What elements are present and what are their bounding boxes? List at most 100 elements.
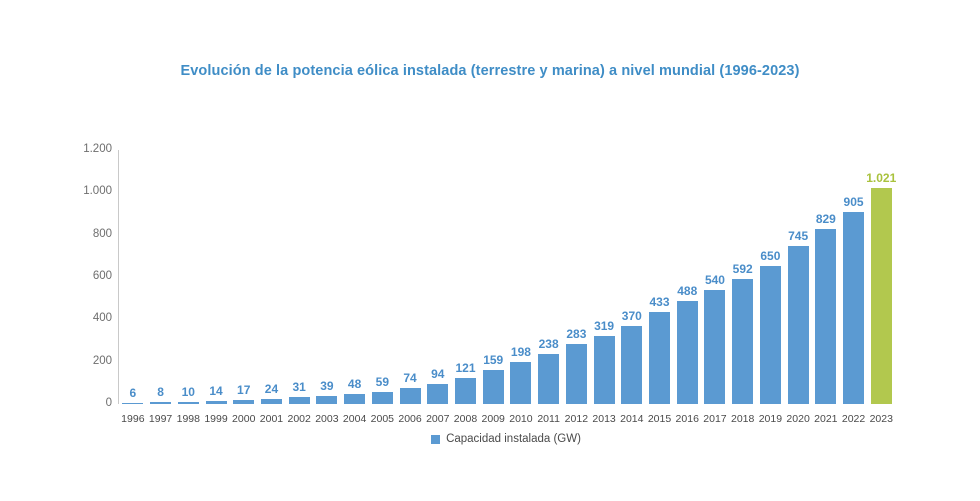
bar-value-label: 6 xyxy=(129,385,137,400)
bar-slot: 14 1999 xyxy=(202,150,230,425)
bar-slot: 319 2013 xyxy=(590,150,618,425)
bar-slot: 540 2017 xyxy=(701,150,729,425)
bar xyxy=(815,228,837,404)
bar xyxy=(621,325,643,404)
bar-value-label: 238 xyxy=(538,336,559,351)
bar-slot: 592 2018 xyxy=(729,150,757,425)
x-tick-label: 2018 xyxy=(730,413,755,425)
bar-value-label: 198 xyxy=(510,345,531,360)
bar-slot: 238 2011 xyxy=(535,150,563,425)
x-tick-label: 2014 xyxy=(620,413,644,425)
x-tick-label: 2016 xyxy=(675,413,699,425)
bar-slot: 433 2015 xyxy=(646,150,674,425)
bar-slot: 8 1997 xyxy=(147,150,175,425)
chart-title: Evolución de la potencia eólica instalad… xyxy=(180,63,800,79)
bar xyxy=(676,300,698,404)
y-tick-label: 600 xyxy=(92,270,112,282)
bar-slot: 59 2005 xyxy=(368,150,396,425)
bar-value-label: 159 xyxy=(483,353,504,368)
bar xyxy=(538,353,560,404)
bar-value-label: 59 xyxy=(375,374,390,389)
bar-slot: 10 1998 xyxy=(174,150,202,425)
x-tick-label: 1998 xyxy=(176,413,200,425)
bar xyxy=(454,378,476,404)
bar-slot: 488 2016 xyxy=(673,150,701,425)
y-tick-label: 400 xyxy=(92,312,112,325)
y-tick-label: 1.000 xyxy=(83,185,112,198)
bar-highlight xyxy=(870,187,892,404)
bar-slot: 6 1996 xyxy=(119,150,147,425)
bar-value-label: 24 xyxy=(264,381,279,396)
bar xyxy=(150,402,172,404)
bar xyxy=(427,384,449,404)
x-tick-label: 2019 xyxy=(758,413,783,425)
bar xyxy=(593,336,615,404)
bar xyxy=(510,362,532,404)
bar xyxy=(233,400,255,404)
bar-slot: 159 2009 xyxy=(479,150,507,425)
bar-slot: 24 2001 xyxy=(258,150,286,425)
bar-value-label: 829 xyxy=(815,211,836,226)
bar-value-label: 540 xyxy=(704,272,725,287)
bar-slot: 1.021 2023 xyxy=(866,150,896,425)
bar-slot: 74 2006 xyxy=(396,150,424,425)
bar xyxy=(732,278,754,404)
plot-area: 6 1996 8 1997 10 1998 14 1999 17 2000 24 2001 31 2002… xyxy=(118,150,896,425)
x-tick-label: 2010 xyxy=(509,413,533,425)
bar xyxy=(288,397,310,404)
x-tick-label: 2007 xyxy=(426,413,450,425)
legend-label: Capacidad instalada (GW) xyxy=(446,433,581,445)
x-tick-label: 1999 xyxy=(204,413,228,425)
legend: Capacidad instalada (GW) xyxy=(118,433,894,445)
bar xyxy=(759,266,781,404)
bar-value-label: 14 xyxy=(209,384,223,399)
bar-value-label: 283 xyxy=(566,327,587,342)
x-tick-label: 2001 xyxy=(259,413,284,425)
bar-slot: 283 2012 xyxy=(563,150,591,425)
bar xyxy=(843,212,865,404)
bar-value-label: 592 xyxy=(732,261,753,276)
bar-value-label: 39 xyxy=(320,378,334,393)
bar xyxy=(371,391,393,404)
bar-slot: 17 2000 xyxy=(230,150,258,425)
bar-value-label: 10 xyxy=(181,384,195,399)
x-tick-label: 2011 xyxy=(537,413,560,425)
bar-slot: 745 2020 xyxy=(784,150,812,425)
bar-value-label: 650 xyxy=(760,249,781,264)
bar-value-label: 370 xyxy=(621,308,642,323)
x-tick-label: 2006 xyxy=(398,413,422,425)
bar-value-label: 94 xyxy=(431,367,445,382)
x-tick-label: 2021 xyxy=(814,413,838,425)
bar xyxy=(122,402,144,404)
bar-value-label: 905 xyxy=(843,195,864,210)
x-tick-label: 2002 xyxy=(287,413,311,425)
x-tick-label: 2005 xyxy=(370,413,395,425)
bar xyxy=(482,370,504,404)
bar xyxy=(205,401,227,404)
bar xyxy=(260,398,282,404)
bar-slot: 198 2010 xyxy=(507,150,535,425)
y-tick-label: 0 xyxy=(105,397,112,409)
x-tick-label: 2023 xyxy=(869,413,893,425)
bar-slot: 370 2014 xyxy=(618,150,646,425)
bar xyxy=(177,401,199,404)
x-tick-label: 2004 xyxy=(342,413,367,425)
x-tick-label: 2015 xyxy=(647,413,672,425)
bar-value-label: 433 xyxy=(649,295,670,310)
bar-slot: 650 2019 xyxy=(757,150,785,425)
bar xyxy=(704,289,726,404)
y-tick-label: 200 xyxy=(92,354,112,367)
legend-swatch-icon xyxy=(431,434,441,444)
y-tick-label: 1.200 xyxy=(83,143,112,155)
x-tick-label: 2012 xyxy=(564,413,589,425)
x-tick-label: 2009 xyxy=(481,413,505,425)
bar xyxy=(316,395,338,404)
bar-value-label: 48 xyxy=(347,376,362,391)
x-tick-label: 2017 xyxy=(703,413,727,425)
x-tick-label: 2013 xyxy=(592,413,616,425)
x-tick-label: 1997 xyxy=(148,413,173,425)
x-tick-label: 2022 xyxy=(841,413,866,425)
bar-value-label: 745 xyxy=(788,229,809,244)
bar-slot: 94 2007 xyxy=(424,150,452,425)
